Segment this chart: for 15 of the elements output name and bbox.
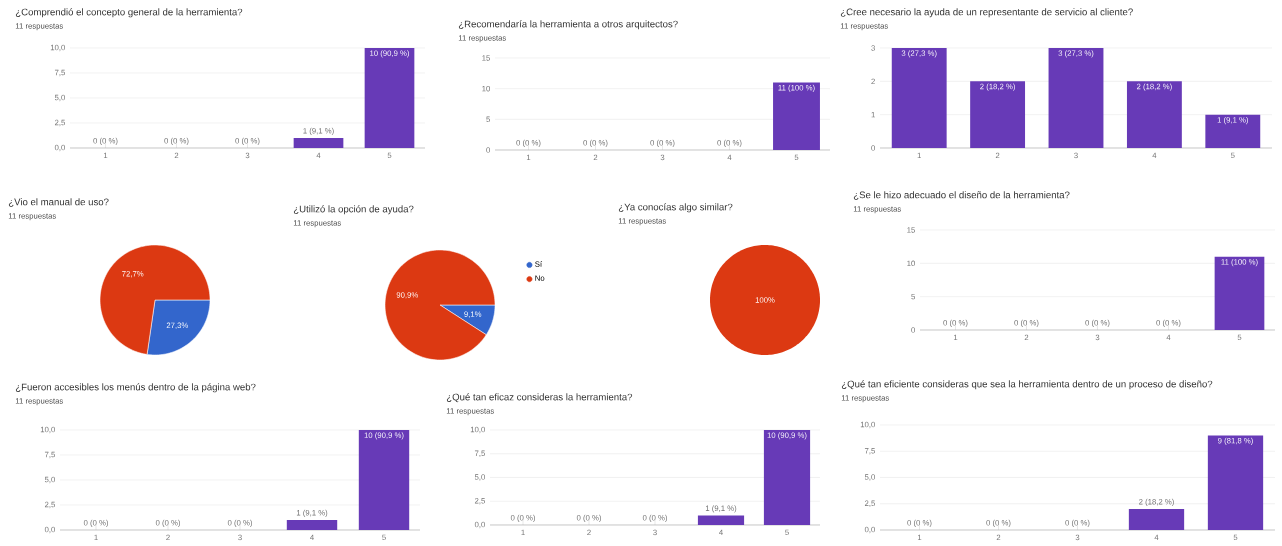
chart-title: ¿Vio el manual de uso? xyxy=(8,198,109,207)
chart-title: ¿Fueron accesibles los menús dentro de la página web? xyxy=(15,383,256,393)
chart-title: ¿Comprendió el concepto general de la herramienta? xyxy=(15,8,243,18)
bar xyxy=(1126,81,1182,148)
bar xyxy=(1048,47,1104,148)
chart-title: ¿Qué tan eficaz consideras la herramienta? xyxy=(446,393,633,403)
chart-title: ¿Recomendaría la herramienta a otros arquitectos? xyxy=(458,20,678,30)
chart-title: ¿Cree necesario la ayuda de un representante de servicio al cliente? xyxy=(840,8,1133,18)
chart-title: ¿Utilizó la opción de ayuda? xyxy=(293,205,414,215)
bar xyxy=(970,81,1026,148)
chart-title: ¿Se le hizo adecuado el diseño de la herramienta? xyxy=(853,191,1070,200)
chart-title: ¿Qué tan eficiente consideras que sea la herramienta dentro de un proceso de diseño? xyxy=(841,380,1213,390)
bar xyxy=(1205,114,1261,148)
chart-title: ¿Ya conocías algo similar? xyxy=(618,203,733,213)
bar xyxy=(891,47,947,148)
